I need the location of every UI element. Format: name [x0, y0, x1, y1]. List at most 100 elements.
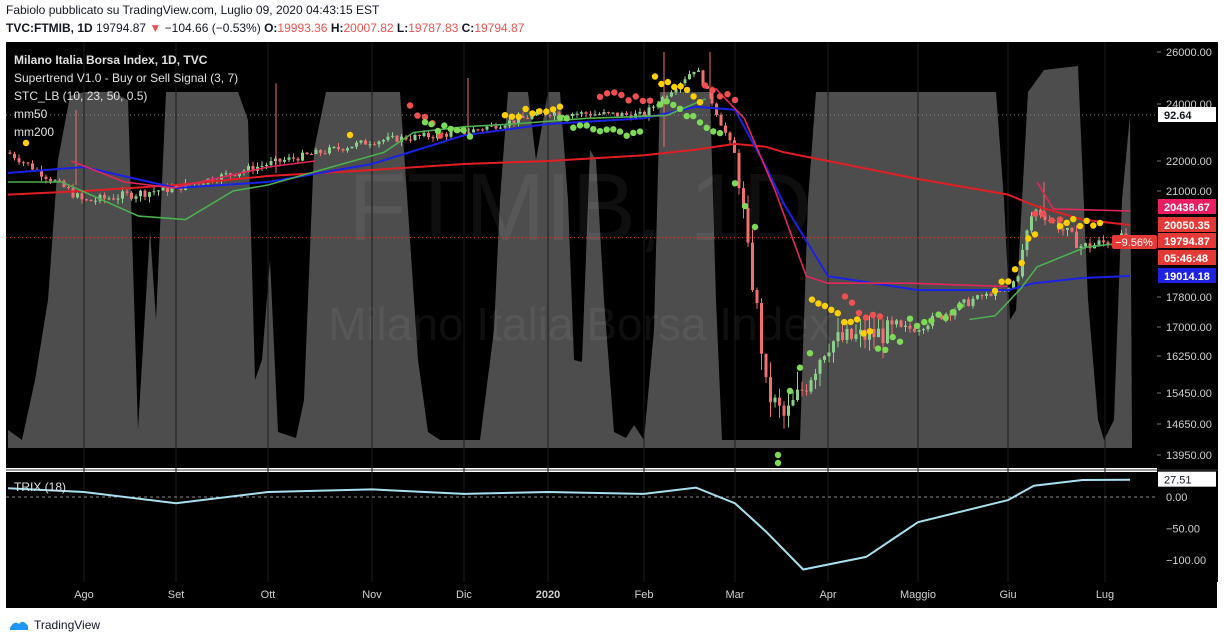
signal-dot: [1025, 235, 1032, 242]
candle-body: [310, 153, 313, 155]
candle-body: [638, 111, 642, 114]
signal-dot: [515, 113, 522, 120]
candle-body: [814, 373, 817, 381]
signal-dot: [935, 311, 942, 318]
symbol-label: TVC:FTMIB, 1D: [6, 21, 93, 35]
signal-dot: [876, 313, 884, 320]
trix-tick-label: 0.00: [1166, 492, 1187, 504]
time-tick-label: Ago: [74, 589, 94, 601]
candle-body: [881, 328, 885, 344]
candle-body: [238, 172, 241, 176]
signal-dot: [741, 202, 749, 210]
signal-dot: [556, 103, 564, 110]
signal-dot: [991, 287, 999, 294]
signal-dot: [632, 93, 639, 100]
signal-dot: [658, 80, 665, 88]
high-label: H:: [330, 21, 344, 35]
signal-dot: [625, 97, 632, 104]
signal-dot: [636, 128, 644, 135]
price-tick-label: 22000.00: [1166, 156, 1212, 168]
candle-body: [328, 147, 331, 154]
candle-body: [323, 153, 327, 155]
candle-body: [139, 190, 142, 197]
candle-body: [422, 132, 426, 137]
candle-body: [1061, 229, 1065, 231]
candle-body: [233, 174, 237, 176]
signal-dot: [696, 119, 704, 126]
candle-body: [175, 185, 178, 188]
candle-body: [530, 115, 534, 119]
candle-body: [1066, 228, 1069, 230]
candle-body: [787, 405, 790, 416]
candle-body: [80, 193, 84, 200]
candle-body: [103, 195, 106, 199]
signal-dot: [616, 128, 624, 135]
candle-body: [575, 113, 579, 115]
candle-body: [796, 389, 799, 400]
tradingview-footer[interactable]: TradingView: [8, 618, 100, 632]
candle-body: [197, 183, 201, 185]
candle-body: [143, 190, 147, 197]
candle-body: [854, 334, 858, 339]
candle-body: [157, 190, 160, 192]
signal-dot: [690, 112, 697, 120]
open-value: 19993.36: [277, 21, 328, 35]
candle-body: [391, 135, 394, 137]
candle-body: [386, 136, 390, 141]
signal-dot: [841, 318, 848, 326]
signal-dot: [696, 99, 704, 106]
candle-body: [782, 405, 786, 416]
candle-body: [728, 132, 732, 141]
candle-body: [512, 120, 516, 124]
signal-dot: [570, 124, 577, 131]
candle-body: [976, 295, 979, 299]
candle-body: [949, 313, 952, 316]
candle-body: [598, 114, 601, 116]
watermark-name: Milano Italia Borsa Index: [328, 298, 832, 350]
signal-dot: [683, 86, 691, 94]
candle-body: [40, 169, 43, 177]
time-tick-label: Apr: [819, 589, 836, 601]
time-tick-label: Maggio: [900, 589, 936, 601]
signal-dot: [866, 328, 874, 335]
candle-body: [652, 106, 655, 108]
signal-dot: [815, 300, 822, 307]
candle-body: [449, 131, 453, 137]
candle-body: [373, 144, 376, 146]
signal-dot: [853, 316, 861, 323]
candle-body: [44, 176, 48, 179]
price-badge: [1158, 199, 1216, 214]
price-badge-label: 05:46:48: [1164, 253, 1208, 265]
signal-dot: [460, 127, 467, 134]
signal-dot: [921, 318, 928, 326]
candle-body: [724, 125, 727, 133]
signal-dot: [596, 128, 604, 135]
signal-dot: [1011, 266, 1019, 273]
candle-body: [557, 112, 561, 116]
close-label: C:: [461, 21, 475, 35]
candle-body: [571, 113, 574, 117]
candle-body: [71, 188, 75, 198]
candle-body: [283, 159, 286, 162]
candle-body: [418, 134, 421, 137]
candle-body: [472, 129, 475, 133]
candle-body: [562, 115, 565, 117]
signal-dot: [808, 296, 816, 303]
candle-body: [89, 199, 93, 202]
signal-dot: [1076, 222, 1084, 230]
signal-dot: [841, 293, 849, 300]
signal-dot: [651, 73, 659, 80]
signal-dot: [447, 125, 454, 133]
price-badge: [1158, 250, 1216, 265]
signal-dot: [1018, 259, 1025, 267]
candle-body: [895, 320, 898, 325]
signal-dot: [618, 91, 625, 99]
candle-body: [359, 140, 363, 143]
candle-body: [890, 320, 894, 325]
candle-body: [899, 320, 903, 327]
signal-dot: [860, 330, 867, 337]
candle-body: [31, 163, 34, 170]
candle-body: [251, 165, 255, 171]
candle-body: [773, 397, 777, 403]
